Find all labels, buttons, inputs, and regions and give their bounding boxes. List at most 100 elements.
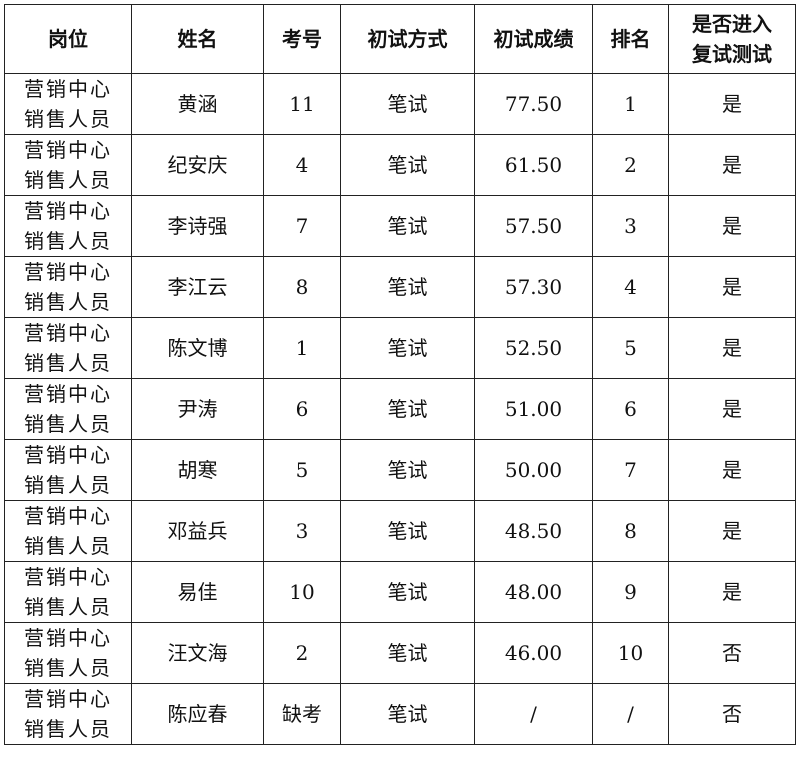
header-name: 姓名 [131,4,264,74]
table-row: 营销中心 销售人员 黄涵 11 笔试 77.50 1 是 [4,73,796,135]
position-line: 营销中心 [24,443,112,467]
position-line: 营销中心 [24,199,112,223]
position-line: 销售人员 [24,168,112,192]
cell-advance: 是 [668,317,796,379]
header-method: 初试方式 [340,4,475,74]
cell-position: 营销中心 销售人员 [4,561,132,623]
cell-method: 笔试 [340,256,475,318]
results-table: 岗位 姓名 考号 初试方式 初试成绩 排名 是否进入复试测试 营销中心 销售人员黄… [4,4,796,745]
cell-name: 易佳 [131,561,264,623]
cell-score: 61.50 [474,134,593,196]
cell-name: 邓益兵 [131,500,264,562]
position-line: 营销中心 [24,504,112,528]
cell-position: 营销中心 销售人员 [4,622,132,684]
cell-method: 笔试 [340,622,475,684]
cell-position: 营销中心 销售人员 [4,256,132,318]
cell-method: 笔试 [340,683,475,745]
position-line: 营销中心 [24,260,112,284]
cell-exam-no: 缺考 [263,683,341,745]
table-row: 营销中心 销售人员 邓益兵 3 笔试 48.50 8 是 [4,500,796,562]
position-line: 销售人员 [24,290,112,314]
cell-rank: 4 [592,256,669,318]
cell-name: 陈文博 [131,317,264,379]
cell-exam-no: 10 [263,561,341,623]
cell-method: 笔试 [340,317,475,379]
cell-advance: 否 [668,622,796,684]
cell-advance: 是 [668,500,796,562]
table-row: 营销中心销售人员 陈文博 1 笔试 52.50 5 是 [4,317,796,379]
cell-method: 笔试 [340,500,475,562]
cell-advance: 是 [668,73,796,135]
cell-exam-no: 4 [263,134,341,196]
header-score: 初试成绩 [474,4,593,74]
position-line: 销售人员 [24,656,112,680]
cell-name: 尹涛 [131,378,264,440]
header-position: 岗位 [4,4,132,74]
cell-score: / [474,683,593,745]
table-row: 营销中心 销售人员 胡寒 5 笔试 50.00 7 是 [4,439,796,501]
cell-rank: 1 [592,73,669,135]
cell-score: 50.00 [474,439,593,501]
position-line: 销售人员 [24,351,112,375]
position-line: 营销中心 [24,77,112,101]
cell-name: 李江云 [131,256,264,318]
header-advance: 是否进入复试测试 [668,4,796,74]
cell-name: 纪安庆 [131,134,264,196]
cell-method: 笔试 [340,561,475,623]
position-line: 营销中心 [24,565,112,589]
cell-score: 57.30 [474,256,593,318]
position-line: 销售人员 [24,229,112,253]
cell-exam-no: 2 [263,622,341,684]
table-row: 营销中心 销售人员 尹涛 6 笔试 51.00 6 是 [4,378,796,440]
cell-exam-no: 1 [263,317,341,379]
cell-score: 57.50 [474,195,593,257]
cell-exam-no: 11 [263,73,341,135]
table-row: 营销中心 销售人员 汪文海 2 笔试 46.00 10 否 [4,622,796,684]
cell-advance: 是 [668,561,796,623]
cell-name: 胡寒 [131,439,264,501]
cell-rank: 8 [592,500,669,562]
cell-rank: 6 [592,378,669,440]
cell-score: 51.00 [474,378,593,440]
cell-exam-no: 5 [263,439,341,501]
cell-name: 李诗强 [131,195,264,257]
cell-exam-no: 3 [263,500,341,562]
table-row: 营销中心 销售人员 纪安庆 4 笔试 61.50 2 是 [4,134,796,196]
cell-position: 营销中心 销售人员 [4,500,132,562]
cell-position: 营销中心 销售人员 [4,134,132,196]
position-line: 销售人员 [24,107,112,131]
header-row: 岗位 姓名 考号 初试方式 初试成绩 排名 是否进入复试测试 [4,4,796,74]
table-row: 营销中心 销售人员 陈应春 缺考 笔试 / / 否 [4,683,796,745]
cell-score: 46.00 [474,622,593,684]
position-line: 营销中心 [24,382,112,406]
position-line: 销售人员 [24,473,112,497]
cell-method: 笔试 [340,73,475,135]
cell-advance: 是 [668,439,796,501]
position-line: 营销中心 [24,321,112,345]
cell-position: 营销中心 销售人员 [4,73,132,135]
header-exam-no: 考号 [263,4,341,74]
table-row: 营销中心 销售人员 李诗强 7 笔试 57.50 3 是 [4,195,796,257]
position-line: 营销中心 [24,138,112,162]
cell-rank: 5 [592,317,669,379]
header-rank: 排名 [592,4,669,74]
cell-rank: 9 [592,561,669,623]
cell-rank: 2 [592,134,669,196]
position-line: 营销中心 [24,626,112,650]
cell-score: 48.50 [474,500,593,562]
cell-position: 营销中心 销售人员 [4,378,132,440]
table-row: 营销中心 销售人员 易佳 10 笔试 48.00 9 是 [4,561,796,623]
cell-method: 笔试 [340,439,475,501]
cell-rank: 3 [592,195,669,257]
cell-rank: 10 [592,622,669,684]
cell-position: 营销中心 销售人员 [4,683,132,745]
cell-exam-no: 8 [263,256,341,318]
cell-advance: 是 [668,256,796,318]
cell-method: 笔试 [340,195,475,257]
cell-advance: 是 [668,134,796,196]
table-row: 营销中心销售人员 李江云 8 笔试 57.30 4 是 [4,256,796,318]
cell-score: 48.00 [474,561,593,623]
cell-advance: 否 [668,683,796,745]
position-line: 营销中心 [24,687,112,711]
cell-score: 52.50 [474,317,593,379]
